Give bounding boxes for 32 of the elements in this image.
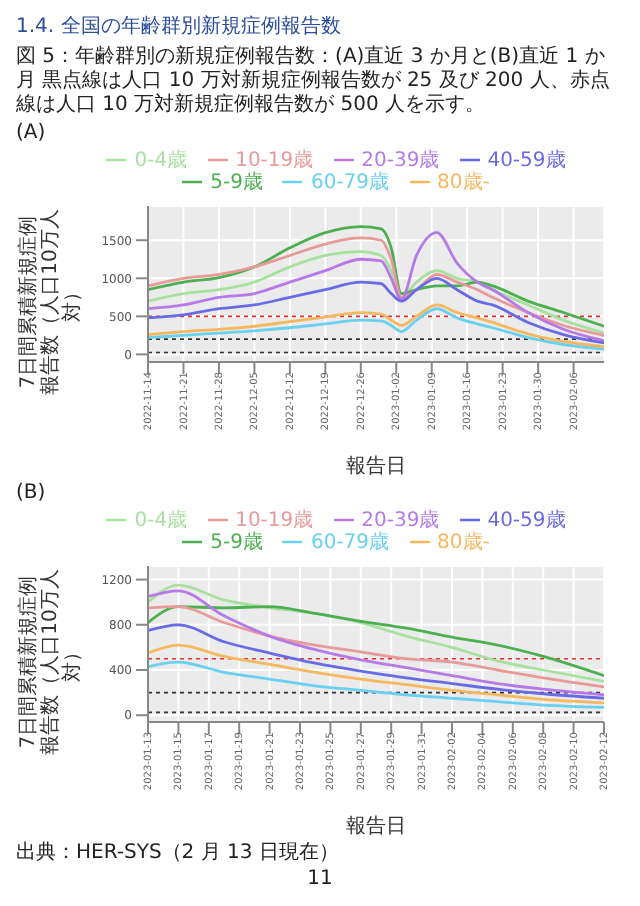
line-series (148, 643, 604, 705)
legend-label: 60-79歳 (310, 532, 390, 554)
line-series (148, 225, 604, 328)
line-series (148, 276, 604, 345)
legend-label: 80歳- (437, 172, 490, 194)
line-series (148, 250, 604, 335)
legend-label: 0-4歳 (134, 510, 188, 532)
legend-label: 5-9歳 (210, 172, 263, 194)
legend-label: 40-59歳 (487, 510, 566, 532)
source-note: 出典：HER-SYS（2 月 13 日現在） (16, 842, 341, 866)
legend-label: 5-9歳 (210, 532, 263, 554)
text: 1.4. 全国の年齢群別新規症例報告数 (16, 16, 343, 40)
legend-label: 20-39歳 (361, 150, 440, 172)
legend-label: 80歳- (437, 532, 490, 554)
legend-label: 10-19歳 (235, 150, 314, 172)
x-axis-title: 報告日 (346, 814, 406, 838)
chart-title: (B) (16, 482, 48, 506)
legend-label: 20-39歳 (361, 510, 440, 532)
chart-title: (A) (16, 122, 48, 146)
text: 11 (305, 868, 335, 892)
line-series (148, 623, 604, 700)
legend-label: 60-79歳 (310, 172, 390, 194)
legend-label: 0-4歳 (134, 150, 188, 172)
line-series (148, 660, 604, 709)
y-axis-title: 7日間累積新規症例報告数（人口10万人対） (18, 567, 84, 758)
line-series (148, 589, 604, 697)
x-axis-title: 報告日 (346, 454, 406, 478)
legend-label: 40-59歳 (487, 150, 566, 172)
legend-label: 10-19歳 (235, 510, 314, 532)
y-axis-title: 7日間累積新規症例報告数（人口10万人対） (18, 207, 84, 398)
caption: 図 5：年齢群別の新規症例報告数：(A)直近 3 か月と(B)直近 1 か月 黒点線は人口 10 万対新規症例報告数が 25 及び 200 人、赤点線は人口 10 万対新規症例報告数が 500 人を示す。 (16, 46, 612, 118)
line-series (148, 583, 604, 683)
